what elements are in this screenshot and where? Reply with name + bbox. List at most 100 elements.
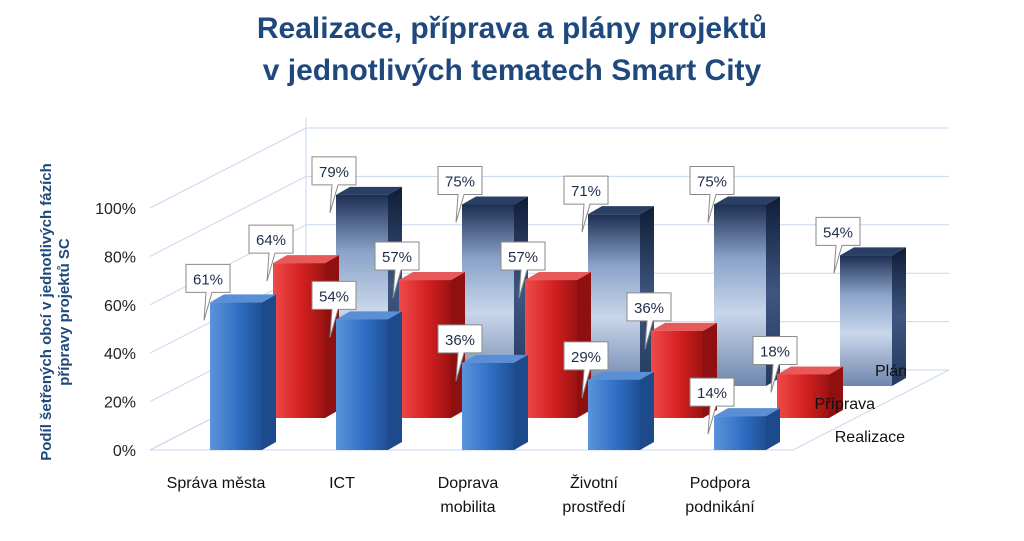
callout-box: [689, 166, 735, 223]
bar-front: [336, 319, 388, 450]
data-label-realizace-3: 29%: [563, 341, 609, 398]
callout-box: [563, 175, 609, 233]
data-label-text: 36%: [445, 332, 475, 349]
data-label-text: 54%: [319, 288, 349, 305]
data-label-text: 54%: [823, 224, 853, 241]
category-labels: Správa města ICT Doprava mobilita Životní pro…: [167, 473, 756, 516]
bar-top: [588, 206, 654, 215]
callout-box: [563, 341, 609, 398]
data-label-realizace-2: 36%: [437, 324, 483, 382]
series-labels: Realizace Příprava Plán: [815, 363, 907, 446]
series-label-příprava: Příprava: [815, 396, 876, 413]
data-label-příprava-0: 64%: [248, 224, 294, 282]
bar-side: [640, 371, 654, 450]
bar-front: [840, 255, 892, 386]
category-label: Doprava: [438, 475, 499, 492]
bar-side: [262, 294, 276, 450]
bar-front: [588, 379, 640, 450]
chart-title: Realizace, příprava a plány projektů v j…: [0, 8, 1024, 92]
data-label-plán-4: 54%: [815, 216, 861, 274]
bar-side: [829, 366, 843, 418]
bar-top: [462, 196, 528, 205]
bar-příprava-4: [777, 366, 843, 418]
data-labels: 79% 75% 71% 75% 54% 64% 57% 57% 36% 18% 61% 54% 36% 2…: [185, 156, 861, 435]
data-label-plán-3: 75%: [689, 166, 735, 223]
callout-box: [689, 377, 735, 435]
y-tick-label: 80%: [104, 249, 136, 266]
data-label-text: 29%: [571, 349, 601, 366]
y-tick-label: 100%: [95, 201, 136, 218]
callout-box: [437, 324, 483, 382]
chart-title-line-1: Realizace, příprava a plány projektů: [256, 12, 768, 45]
bar-side: [514, 354, 528, 450]
data-label-příprava-1: 57%: [374, 241, 420, 299]
series-label-realizace: Realizace: [835, 429, 905, 446]
bar-front: [462, 362, 514, 450]
data-label-text: 64%: [256, 232, 286, 249]
y-tick-label: 20%: [104, 395, 136, 412]
data-label-příprava-3: 36%: [626, 292, 672, 350]
data-label-text: 14%: [697, 385, 727, 402]
bar-side: [766, 408, 780, 450]
bar-top: [336, 311, 402, 320]
bar-top: [273, 255, 339, 264]
data-label-plán-1: 75%: [437, 166, 483, 223]
bar-top: [399, 272, 465, 281]
data-label-realizace-4: 14%: [689, 377, 735, 435]
callout-box: [185, 263, 231, 321]
data-label-text: 36%: [634, 300, 664, 317]
series-label-plán: Plán: [875, 363, 907, 380]
gridline-side: [149, 175, 307, 257]
data-label-plán-2: 71%: [563, 175, 609, 233]
callout-box: [248, 224, 294, 282]
bar-realizace-3: [588, 371, 654, 450]
chart-title-line-2: v jednotlivých tematech Smart City: [262, 54, 762, 87]
bar-top: [714, 196, 780, 205]
bar-realizace-2: [462, 354, 528, 450]
bar-top: [840, 247, 906, 256]
data-label-text: 18%: [760, 343, 790, 360]
callout-box: [311, 280, 357, 338]
y-tick-label: 40%: [104, 346, 136, 363]
bar-front: [777, 374, 829, 418]
callout-box: [437, 166, 483, 223]
bar-side: [892, 247, 906, 386]
callout-box: [752, 335, 798, 393]
category-label: Životní: [570, 473, 619, 492]
category-label: mobilita: [440, 499, 495, 516]
category-label: podnikání: [685, 499, 755, 516]
data-label-text: 57%: [382, 249, 412, 266]
bar-plán-4: [840, 247, 906, 386]
data-label-realizace-0: 61%: [185, 263, 231, 321]
bar-front: [210, 302, 262, 450]
bar-realizace-1: [336, 311, 402, 450]
bar-příprava-0: [273, 255, 339, 418]
callout-box: [311, 156, 357, 213]
bars: [210, 186, 906, 450]
callout-box: [815, 216, 861, 274]
bar-top: [714, 408, 780, 417]
category-label: ICT: [329, 475, 355, 492]
bar-realizace-4: [714, 408, 780, 450]
bar-side: [388, 311, 402, 450]
bar-top: [588, 371, 654, 380]
data-label-text: 79%: [319, 164, 349, 181]
category-label: prostředí: [562, 499, 626, 516]
callout-box: [374, 241, 420, 299]
data-label-realizace-1: 54%: [311, 280, 357, 338]
bar-top: [462, 354, 528, 363]
bar-top: [336, 186, 402, 195]
category-label: Podpora: [690, 475, 751, 492]
data-label-text: 71%: [571, 183, 601, 200]
data-label-text: 75%: [445, 174, 475, 191]
data-label-text: 75%: [697, 174, 727, 191]
data-label-plán-0: 79%: [311, 156, 357, 213]
callout-box: [500, 241, 546, 299]
callout-box: [626, 292, 672, 350]
bar-top: [525, 272, 591, 281]
data-label-příprava-2: 57%: [500, 241, 546, 299]
bar-front: [714, 416, 766, 450]
bar-top: [777, 366, 843, 375]
data-label-text: 57%: [508, 249, 538, 266]
